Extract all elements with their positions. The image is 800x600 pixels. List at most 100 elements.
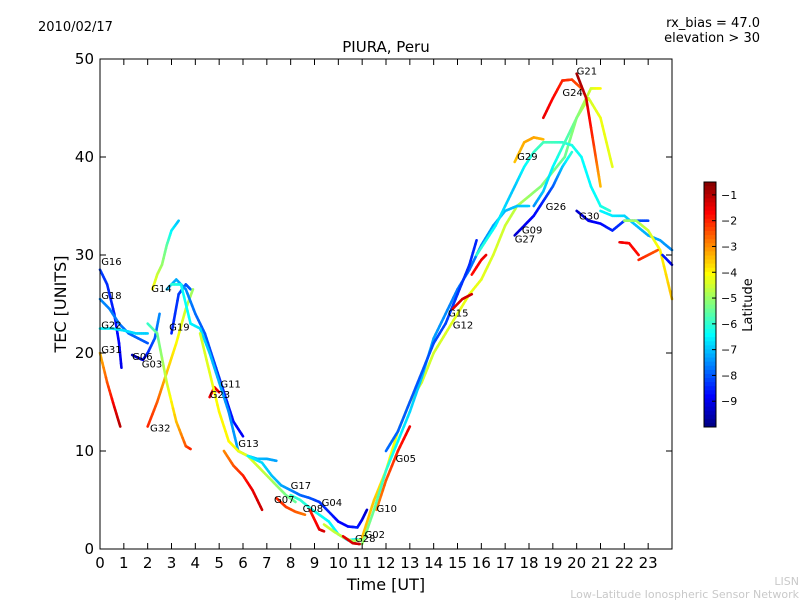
series-segment [162,364,167,376]
x-tick-label: 21 [591,554,610,572]
x-tick-label: 9 [310,554,320,572]
colorbar-band [704,312,716,318]
colorbar-band [704,333,716,338]
series-segment [607,208,612,213]
series-segment [474,239,478,246]
series-segment [155,332,161,343]
series-g31 [98,351,122,428]
colorbar-band [704,353,716,359]
colorbar-band [704,243,716,248]
colorbar-band [704,255,716,261]
colorbar-band [704,202,716,207]
label-g27: G27 [515,234,535,245]
y-tick-label: 30 [75,246,94,264]
series-segment [603,132,608,144]
colorbar-band [704,226,716,232]
colorbar-band [704,357,716,363]
colorbar-band [704,247,716,252]
label-g30: G30 [579,212,599,223]
label-g23: G23 [210,390,230,401]
y-tick-label: 20 [75,344,94,362]
colorbar-band [704,190,716,195]
label-g08: G08 [303,504,323,515]
label-g13: G13 [238,439,258,450]
label-g29: G29 [517,152,537,163]
series-segment [658,248,664,260]
colorbar-band [704,198,716,203]
x-tick-label: 12 [376,554,395,572]
colorbar-tick-label: −1 [721,189,737,202]
label-g31: G31 [101,345,121,356]
colorbar-band [704,418,716,424]
label-g05: G05 [396,454,416,465]
series-g32b [146,322,192,451]
series-segment [157,312,161,320]
colorbar-tick-label: −5 [721,292,737,305]
label-g02: G02 [365,530,385,541]
label-g14: G14 [151,284,171,295]
series-segment [635,251,640,257]
label-g32: G32 [150,423,170,434]
series-g26 [532,87,602,208]
series-segment [666,281,672,293]
x-tick-label: 17 [496,554,515,572]
series-g22 [98,327,149,335]
x-tick-label: 13 [400,554,419,572]
colorbar-band [704,337,716,342]
colorbar-band [704,414,716,420]
series-g02 [360,96,614,539]
colorbar-tick-label: −4 [721,266,737,279]
colorbar-band [704,259,716,265]
x-tick-label: 20 [567,554,586,572]
colorbar-band [704,186,716,191]
series-segment [662,265,668,276]
series-segment [601,124,606,136]
series-segment [364,508,369,513]
series-g17 [246,454,369,529]
series-segment [609,157,614,169]
label-g19: G19 [169,322,189,333]
x-tick-label: 23 [639,554,658,572]
x-tick-label: 5 [214,554,224,572]
colorbar-band [704,398,716,403]
series-g11 [165,278,245,438]
x-tick-label: 3 [167,554,177,572]
colorbar-band [704,349,716,354]
label-g11: G11 [220,379,240,390]
colorbar-tick-label: −2 [721,215,737,228]
colorbar-band [704,329,716,334]
label-g28: G28 [355,534,375,545]
label-g16: G16 [101,257,121,268]
colorbar-band [704,382,716,387]
y-tick-label: 40 [75,148,94,166]
colorbar-band [704,308,716,314]
label-g06: G06 [132,352,152,363]
colorbar-band [704,271,716,277]
series-segment [589,126,594,139]
y-tick-label: 0 [84,540,94,558]
series-segment [406,425,412,432]
series-segment [176,219,180,224]
colorbar-band [704,194,716,199]
y-axis: 0 10 20 30 40 50 [75,50,672,558]
colorbar-tick-label: −6 [721,318,737,331]
label-g24: G24 [562,88,582,99]
series-g28b [341,534,362,546]
series-g21 [575,72,602,188]
watermark-network: Low-Latitude Ionospheric Sensor Network [570,588,799,600]
series-segment [584,96,590,110]
colorbar-band [704,275,716,281]
colorbar-band [704,263,716,269]
series-g32 [146,287,195,428]
colorbar-band [704,341,716,346]
series-g15 [384,239,478,453]
x-tick-label: 7 [262,554,272,572]
series-segment [163,372,169,384]
colorbar-tick-label: −9 [721,395,737,408]
colorbar-tick-label: −8 [721,369,737,382]
colorbar-band [704,292,716,297]
colorbar-label: Latitude [741,278,756,332]
colorbar-band [704,206,716,212]
series-g07b [275,496,307,517]
colorbar-band [704,369,716,375]
